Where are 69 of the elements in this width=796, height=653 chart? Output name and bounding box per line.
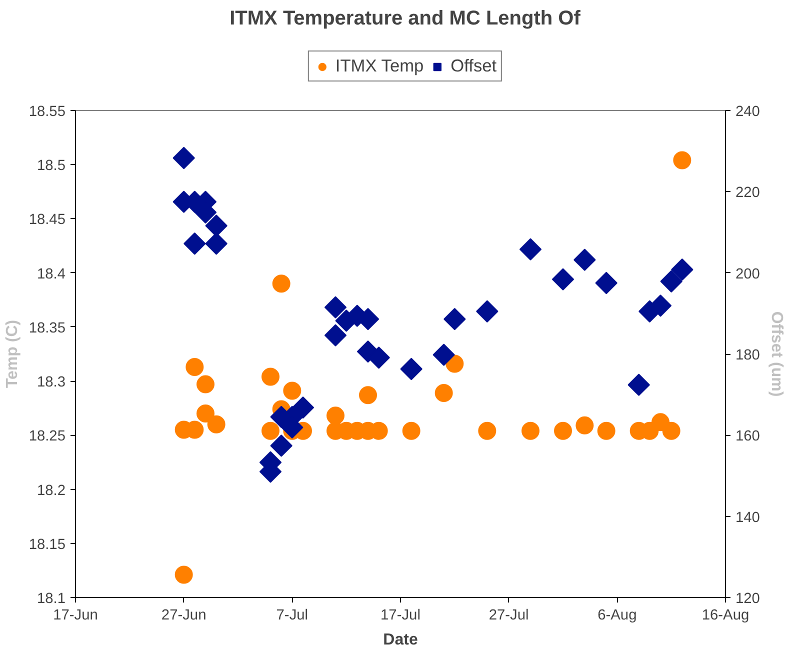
point [205,214,228,237]
point [172,146,195,170]
point [595,272,618,294]
point [283,382,302,400]
point [671,258,694,281]
y-tick-label: 18.15 [28,536,66,553]
y2-tick-label: 140 [736,510,760,526]
point [432,344,455,366]
point [184,232,206,255]
x-tick-label: 16-Aug [702,608,750,624]
y-tick-label: 18.4 [36,266,66,282]
point [552,268,574,290]
point [262,368,280,386]
y-tick-label: 18.5 [36,158,66,174]
legend-label: ITMX Temp [335,56,424,76]
point [597,422,616,440]
y-tick-label: 18.25 [28,428,66,445]
point [478,422,496,440]
point [402,422,420,440]
point [574,248,596,271]
y2-tick-label: 160 [736,428,760,445]
point [522,422,540,440]
point [519,238,542,260]
point [174,566,193,584]
x-tick-label: 17-Jul [380,608,420,624]
point [324,296,347,318]
chart-title: ITMX Temperature and MC Length Of [230,8,581,30]
y-axis-title: Temp (C) [4,320,21,388]
y-tick-label: 18.35 [28,320,66,336]
x-tick-label: 7-Jul [276,608,308,624]
y2-tick-label: 220 [736,185,760,202]
point [196,375,214,394]
point [326,406,344,425]
y-tick-label: 18.3 [36,374,66,391]
point [196,404,214,423]
point [270,434,292,457]
point [673,151,692,170]
point [292,396,314,419]
point [434,384,453,402]
legend-label: Offset [450,56,497,76]
point [660,270,682,292]
x-tick-label: 27-Jul [488,608,529,624]
y-tick-label: 18.1 [36,591,66,607]
point [662,422,680,440]
point [400,358,422,380]
point [628,374,650,396]
point [205,232,228,255]
point [262,422,280,440]
y2-tick-label: 180 [736,348,760,364]
x-tick-label: 27-Jun [161,608,206,624]
x-tick-label: 6-Aug [598,608,637,624]
y2-tick-label: 120 [736,591,760,607]
point [359,386,377,404]
x-axis-title: Date [383,632,418,648]
point [444,308,466,330]
y2-tick-label: 200 [736,266,760,282]
y2-axis-title: Offset (um) [768,311,785,397]
point [272,274,290,293]
x-tick-label: 17-Jun [53,608,98,624]
point [554,422,572,440]
point [324,324,347,346]
y-tick-label: 18.2 [36,482,66,499]
point [186,358,204,376]
point [476,300,498,322]
y2-tick-label: 240 [736,104,760,120]
y-tick-label: 18.55 [28,104,66,120]
point [576,416,594,434]
point [207,415,226,434]
y-tick-label: 18.45 [28,212,66,228]
